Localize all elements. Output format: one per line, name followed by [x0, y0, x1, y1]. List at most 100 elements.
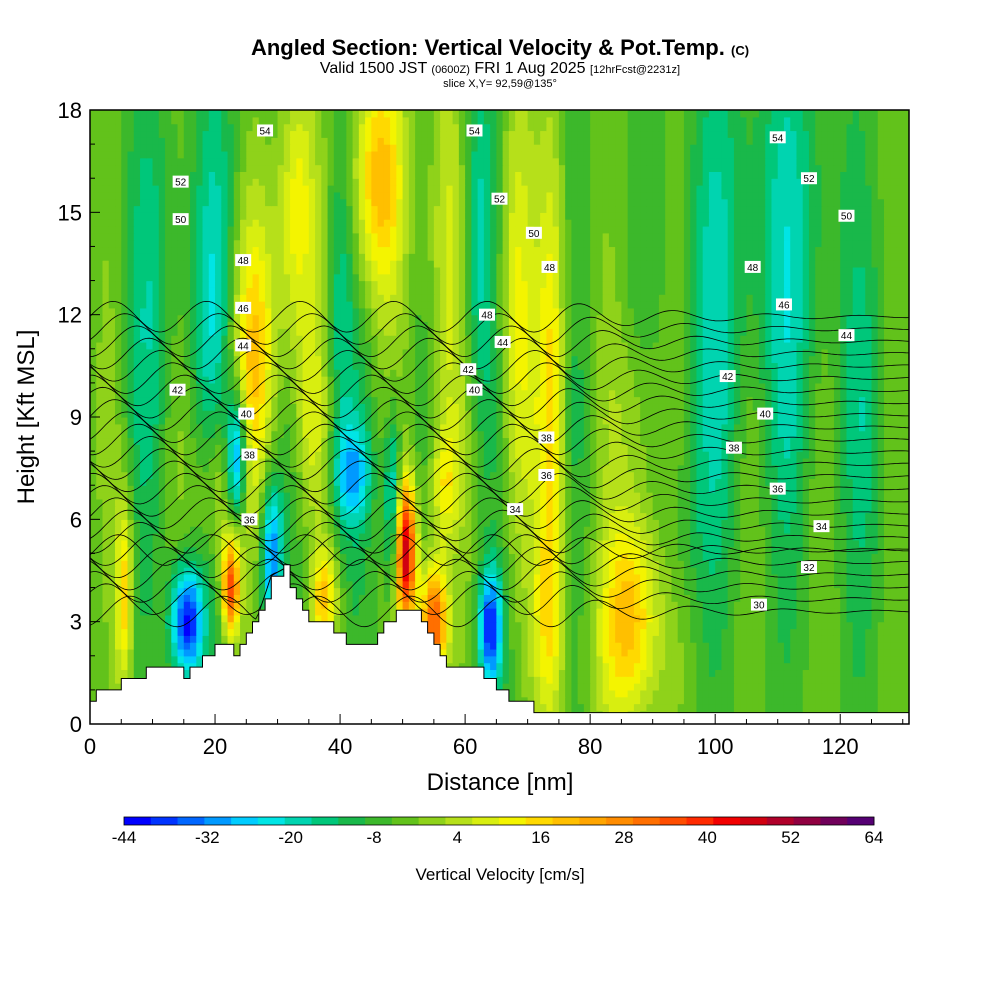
field-cell [883, 635, 891, 643]
field-cell [346, 512, 354, 520]
field-cell [240, 628, 247, 636]
field-cell [552, 662, 560, 671]
field-cell [583, 676, 591, 684]
field-cell [877, 608, 885, 616]
field-cell [602, 580, 610, 589]
field-cell [396, 553, 404, 561]
field-cell [677, 560, 685, 568]
field-cell [408, 478, 416, 486]
field-cell [221, 573, 229, 582]
field-cell [502, 519, 510, 527]
field-cell [377, 567, 385, 575]
field-cell [527, 478, 535, 486]
field-cell [665, 560, 673, 568]
field-cell [596, 655, 604, 664]
field-cell [483, 478, 491, 486]
field-cell [433, 635, 441, 643]
field-cell [665, 642, 673, 650]
field-cell [377, 614, 385, 623]
field-cell [165, 478, 172, 486]
field-cell [527, 689, 535, 698]
field-cell [840, 648, 848, 657]
field-cell [215, 471, 222, 479]
field-cell [640, 512, 648, 520]
field-cell [540, 689, 547, 698]
field-cell [452, 471, 460, 479]
field-cell [577, 580, 585, 589]
field-cell [721, 689, 729, 698]
field-cell [902, 683, 909, 691]
field-cell [865, 696, 873, 705]
field-cell [396, 464, 404, 473]
field-cell [365, 464, 372, 473]
field-cell [796, 628, 804, 636]
field-cell [652, 553, 660, 561]
field-cell [365, 594, 372, 602]
field-cell [446, 655, 454, 664]
field-cell [458, 635, 466, 643]
field-cell [546, 587, 554, 595]
field-cell [571, 689, 579, 698]
field-cell [165, 573, 172, 582]
field-cell [233, 526, 241, 534]
field-cell [177, 580, 185, 589]
field-cell [502, 628, 510, 636]
field-cell [527, 519, 535, 527]
field-cell [752, 689, 760, 698]
valid-time-local: Valid 1500 JST [319, 60, 427, 77]
field-cell [302, 471, 310, 479]
field-cell [852, 642, 860, 650]
field-cell [621, 539, 629, 548]
field-cell [771, 567, 779, 575]
field-cell [802, 553, 810, 561]
field-cell [540, 676, 547, 684]
field-cell [108, 648, 116, 657]
field-cell [546, 567, 554, 575]
field-cell [646, 512, 654, 520]
field-cell [758, 573, 766, 582]
field-cell [765, 560, 773, 568]
field-cell [327, 498, 335, 507]
field-cell [558, 703, 566, 711]
field-cell [240, 567, 247, 575]
field-cell [833, 567, 841, 575]
field-cell [608, 648, 616, 657]
field-cell [721, 608, 729, 616]
field-cell [621, 628, 629, 636]
field-cell [527, 601, 535, 609]
field-cell [340, 485, 347, 493]
field-cell [446, 573, 454, 582]
field-cell [590, 567, 597, 575]
field-cell [740, 560, 748, 568]
field-cell [902, 669, 909, 677]
field-cell [815, 471, 823, 479]
field-cell [602, 642, 610, 650]
field-cell [146, 560, 154, 568]
field-cell [202, 567, 210, 575]
field-cell [171, 567, 179, 575]
field-cell [727, 648, 735, 657]
field-cell [390, 594, 397, 602]
field-cell [871, 696, 879, 705]
field-cell [733, 689, 741, 698]
field-cell [696, 573, 704, 582]
field-cell [108, 478, 116, 486]
field-cell [108, 676, 116, 684]
field-cell [852, 498, 860, 507]
field-cell [465, 464, 472, 473]
field-cell [640, 642, 648, 650]
field-cell [240, 485, 247, 493]
field-cell [471, 621, 479, 630]
field-cell [171, 580, 179, 589]
field-cell [465, 642, 472, 650]
field-cell [521, 573, 529, 582]
field-cell [521, 614, 529, 623]
field-cell [646, 594, 654, 602]
field-cell [458, 478, 466, 486]
field-cell [458, 614, 466, 623]
field-cell [177, 567, 185, 575]
field-cell [627, 553, 635, 561]
field-cell [783, 478, 791, 486]
field-cell [833, 478, 841, 486]
field-cell [858, 498, 866, 507]
